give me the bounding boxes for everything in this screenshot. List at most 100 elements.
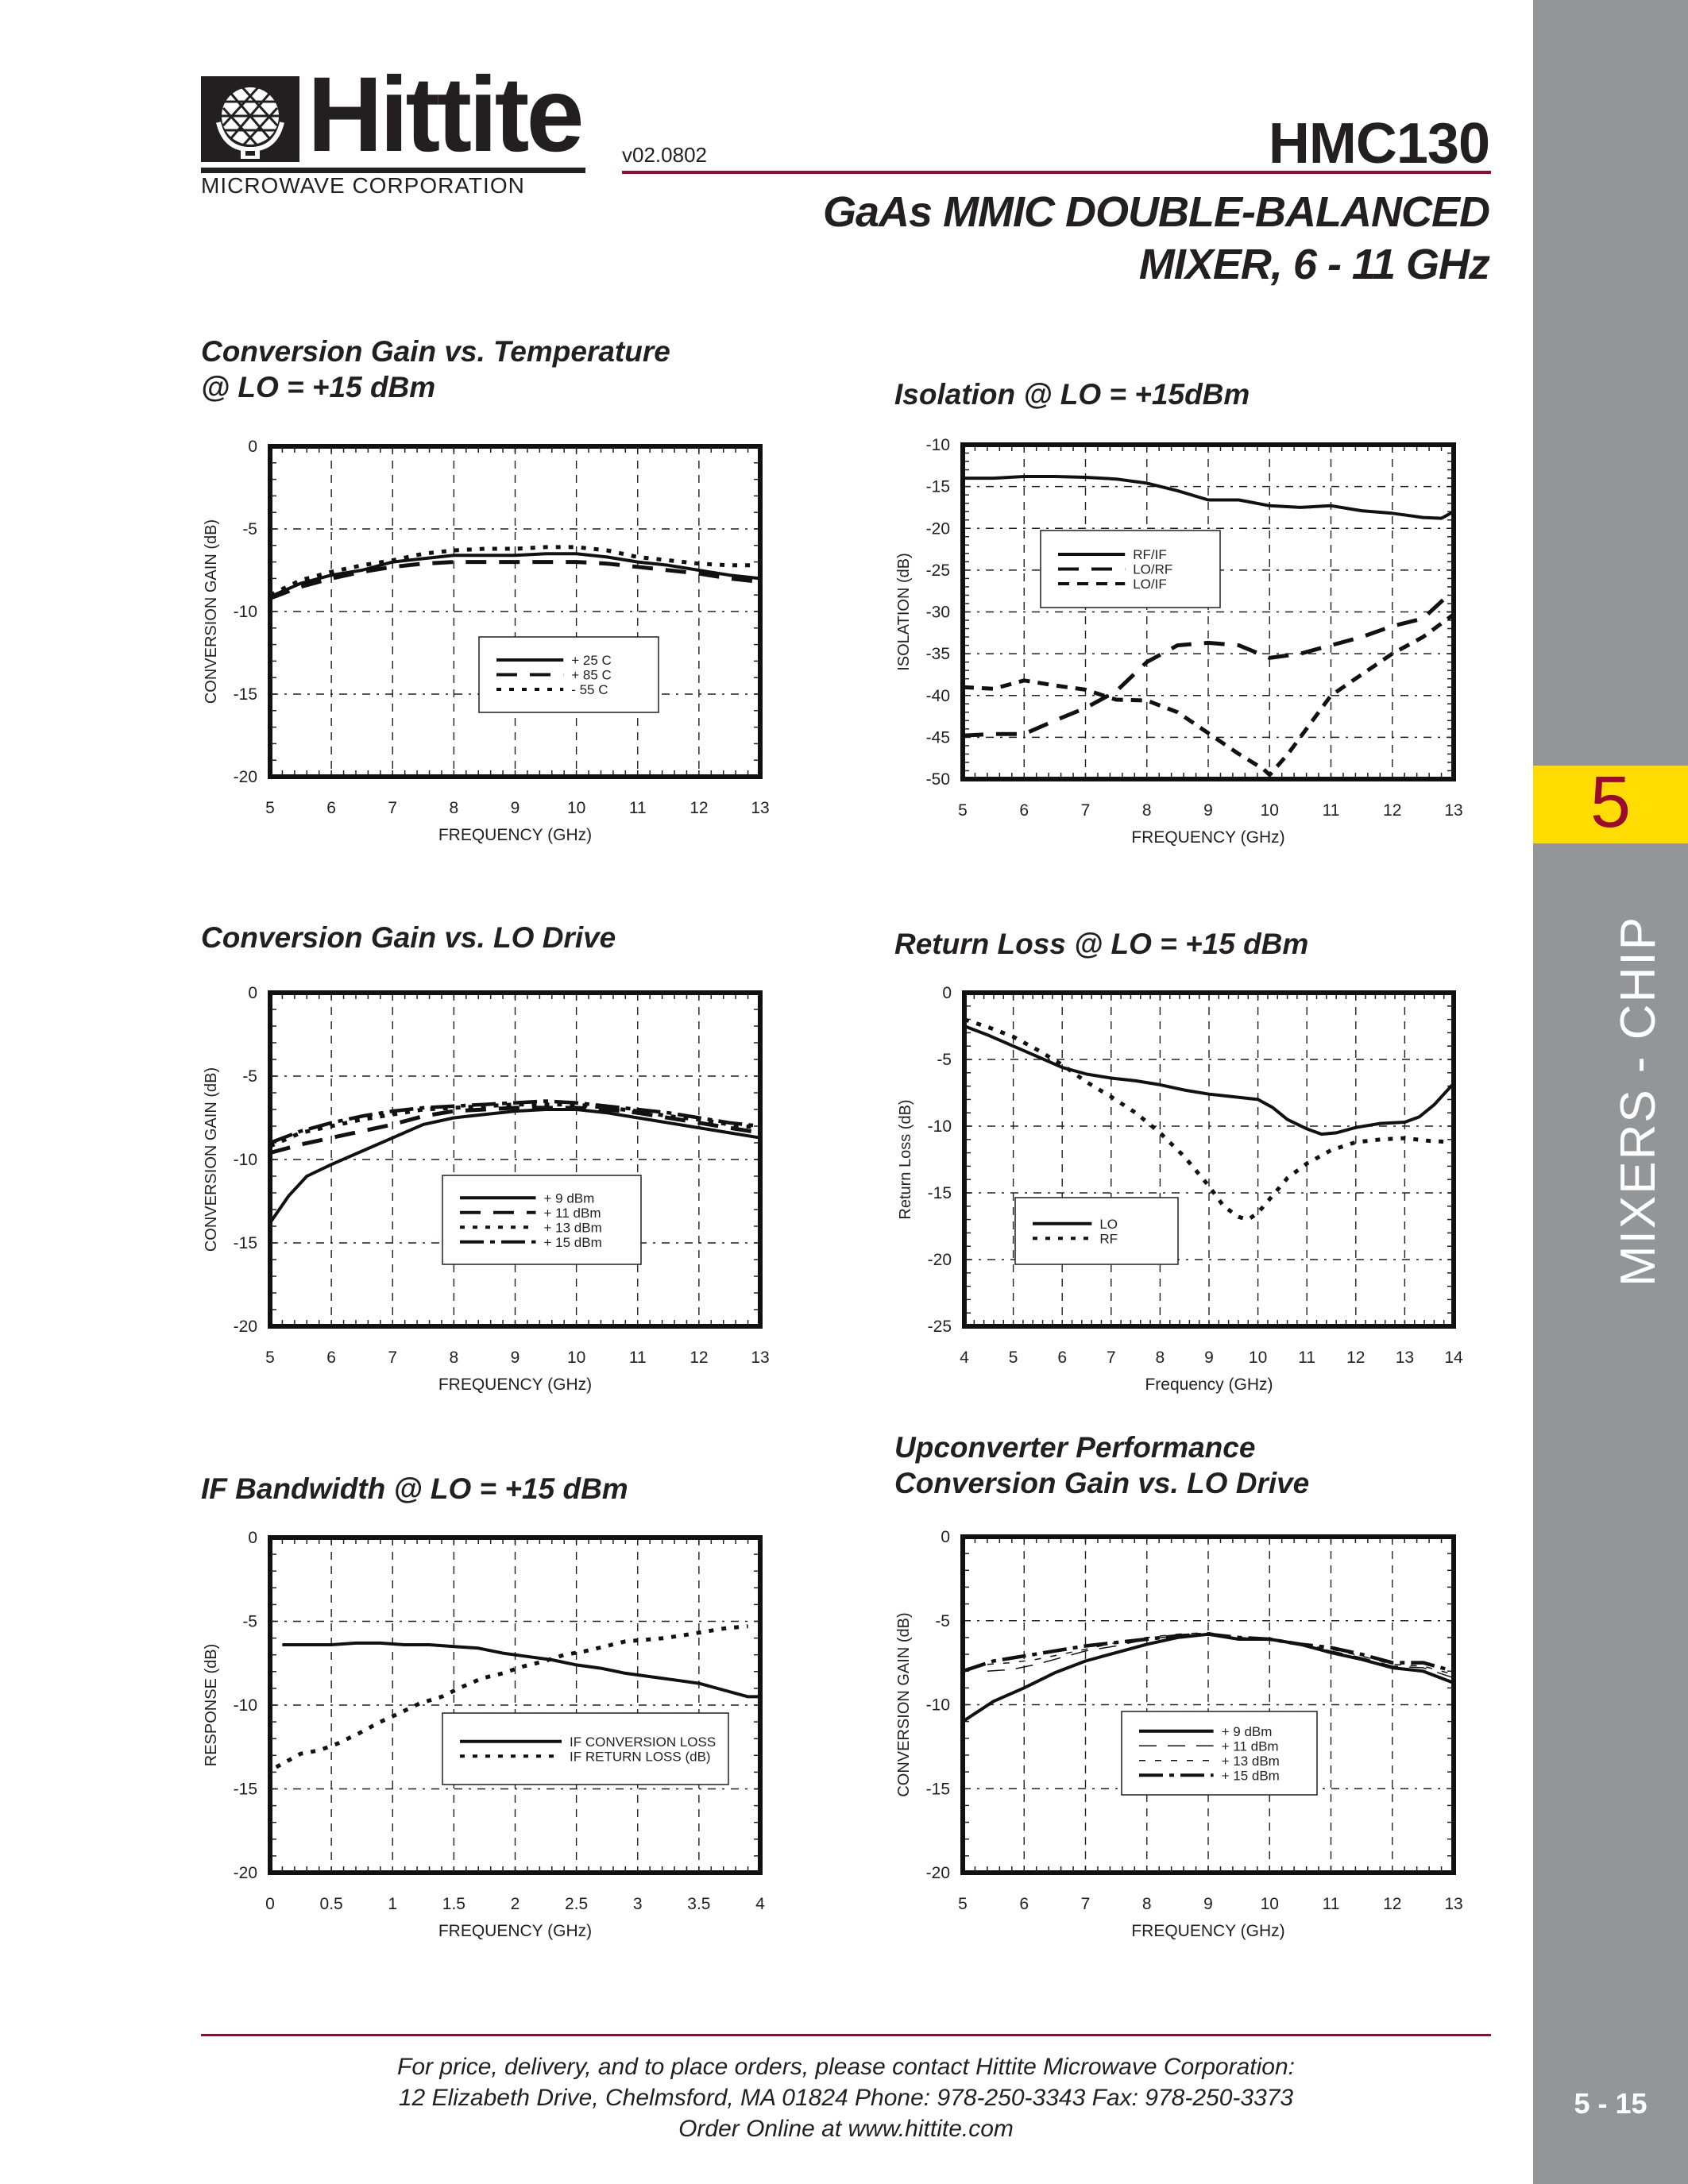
x-tick-label: 6 <box>326 799 336 817</box>
legend-label: + 85 C <box>571 668 612 683</box>
legend-label: + 13 dBm <box>1222 1754 1280 1769</box>
footer-order-online[interactable]: Order Online at www.hittite.com <box>678 2116 1014 2142</box>
x-tick-label: 12 <box>1383 1895 1401 1913</box>
legend-label: LO <box>1099 1217 1118 1232</box>
series-line-2 <box>269 1106 761 1156</box>
x-tick-label: 10 <box>567 799 585 817</box>
x-tick-label: 7 <box>1081 801 1091 820</box>
x-tick-label: 11 <box>629 1349 647 1367</box>
legend-label: LO/IF <box>1133 577 1167 592</box>
y-tick-label: -20 <box>928 1251 952 1269</box>
y-tick-label: -50 <box>926 770 950 789</box>
y-tick-label: -5 <box>937 1051 952 1069</box>
legend-label: - 55 C <box>571 682 608 697</box>
legend-label: + 11 dBm <box>1222 1738 1279 1754</box>
x-tick-label: 11 <box>1323 1895 1340 1913</box>
y-tick-label: -30 <box>926 604 950 622</box>
x-tick-label: 14 <box>1444 1349 1463 1367</box>
x-tick-label: 8 <box>1142 801 1152 820</box>
x-tick-label: 7 <box>1107 1349 1116 1367</box>
plot-frame <box>960 442 1456 781</box>
x-tick-label: 11 <box>1323 801 1340 820</box>
y-tick-label: -20 <box>926 519 950 538</box>
x-tick-label: 11 <box>629 799 647 817</box>
y-tick-label: -15 <box>928 1184 952 1202</box>
y-tick-label: 0 <box>248 438 257 456</box>
series-line-1 <box>964 1024 1455 1136</box>
chart-gain_vs_temp: 5 6 7 8 9 10 11 12 13 0 -5 -10 -15 -20 FREQUENCY (GHz)… <box>203 438 770 844</box>
series-line-1 <box>963 475 1454 520</box>
x-tick-label: 2.5 <box>565 1895 588 1913</box>
document-version: v02.0802 <box>622 143 707 167</box>
x-tick-label: 2 <box>511 1895 520 1913</box>
x-tick-label: 6 <box>326 1349 336 1367</box>
x-tick-label: 3 <box>633 1895 643 1913</box>
series-line-2 <box>275 1624 748 1769</box>
x-tick-label: 13 <box>1444 801 1462 820</box>
x-tick-label: 10 <box>1261 801 1279 820</box>
x-axis-label: FREQUENCY (GHz) <box>438 1376 592 1394</box>
y-tick-label: -15 <box>234 1234 257 1252</box>
x-tick-label: 5 <box>958 1895 968 1913</box>
x-tick-label: 9 <box>1203 801 1213 820</box>
series-line-1 <box>268 1108 761 1224</box>
series-line-3 <box>962 612 1455 778</box>
legend-label: IF CONVERSION LOSS <box>570 1734 716 1750</box>
series-line-2 <box>987 1633 1454 1679</box>
x-axis-label: FREQUENCY (GHz) <box>438 1922 592 1940</box>
chart-legend: + 25 C+ 85 C- 55 C <box>478 636 659 713</box>
x-tick-label: 8 <box>1142 1895 1152 1913</box>
globe-logo-icon <box>201 76 299 162</box>
x-tick-label: 13 <box>751 799 769 817</box>
x-tick-label: 6 <box>1019 801 1029 820</box>
x-tick-label: 1 <box>388 1895 397 1913</box>
x-tick-label: 8 <box>450 1349 459 1367</box>
page-number: 5 - 15 <box>1574 2087 1647 2120</box>
legend-label: LO/RF <box>1133 562 1172 577</box>
x-tick-label: 0 <box>265 1895 275 1913</box>
series-line-1 <box>961 1632 1454 1723</box>
y-tick-label: -45 <box>926 728 950 747</box>
section-tab: 5 <box>1533 762 1688 843</box>
y-tick-label: -20 <box>234 1864 257 1882</box>
y-axis-label: Return Loss (dB) <box>897 1099 914 1219</box>
series-line-1 <box>282 1641 760 1699</box>
y-tick-label: -5 <box>242 1067 257 1086</box>
product-title-line2: MIXER, 6 - 11 GHz <box>1138 241 1490 288</box>
legend-label: IF RETURN LOSS (dB) <box>570 1749 711 1764</box>
legend-label: + 13 dBm <box>544 1220 602 1235</box>
x-axis-label: FREQUENCY (GHz) <box>438 826 592 844</box>
x-tick-label: 7 <box>388 799 397 817</box>
y-tick-label: -15 <box>234 685 257 704</box>
series-line-1 <box>269 552 761 599</box>
y-axis-label: CONVERSION GAIN (dB) <box>203 1067 220 1252</box>
x-tick-label: 5 <box>265 1349 275 1367</box>
x-tick-label: 8 <box>1156 1349 1165 1367</box>
footer-contact-line2: 12 Elizabeth Drive, Chelmsford, MA 01824… <box>398 2085 1294 2111</box>
legend-label: + 25 C <box>571 653 612 668</box>
x-tick-label: 6 <box>1057 1349 1067 1367</box>
y-tick-label: -25 <box>926 561 950 580</box>
legend-label: + 9 dBm <box>544 1190 595 1206</box>
section-label: MIXERS - CHIP <box>1611 916 1666 1287</box>
series-line-4 <box>269 1099 761 1145</box>
section-sidebar: 5 MIXERS - CHIP 5 - 15 <box>1533 0 1688 2184</box>
plot-frame <box>962 990 1456 1329</box>
y-tick-label: -10 <box>926 436 950 454</box>
x-tick-label: 6 <box>1019 1895 1029 1913</box>
legend-label: + 11 dBm <box>544 1206 601 1221</box>
x-tick-label: 12 <box>689 799 708 817</box>
y-axis-label: RESPONSE (dB) <box>203 1644 220 1766</box>
chart-title-gain-vs-lo: Conversion Gain vs. LO Drive <box>201 921 616 954</box>
x-axis-label: FREQUENCY (GHz) <box>1131 828 1284 847</box>
legend-label: + 15 dBm <box>544 1235 602 1250</box>
y-tick-label: -25 <box>928 1318 952 1336</box>
company-logo: Hittite MICROWAVE CORPORATION <box>201 62 589 198</box>
chart-title-if-bandwidth: IF Bandwidth @ LO = +15 dBm <box>201 1472 628 1505</box>
